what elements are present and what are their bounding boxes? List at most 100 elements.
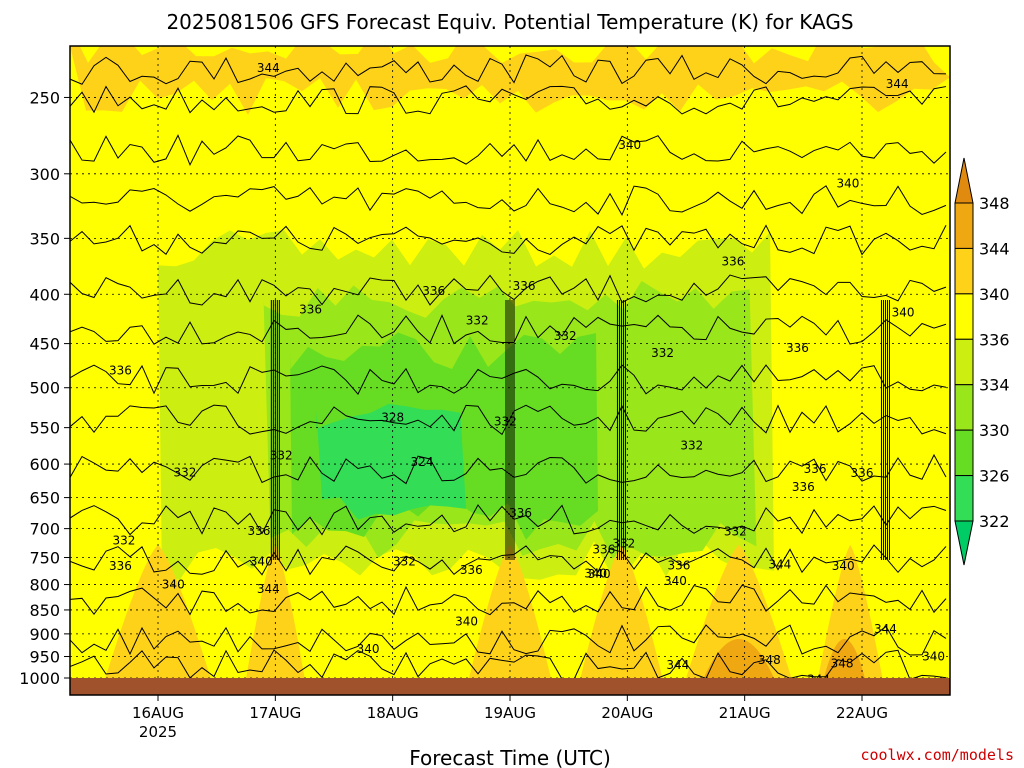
contour-label: 336 bbox=[792, 480, 815, 494]
y-tick-label: 850 bbox=[29, 601, 60, 620]
contour-label: 332 bbox=[113, 533, 136, 547]
hot-dome bbox=[823, 639, 865, 678]
x-axis-title: Forecast Time (UTC) bbox=[409, 746, 611, 768]
contour-label: 332 bbox=[651, 346, 674, 360]
credit-link[interactable]: coolwx.com/models bbox=[860, 746, 1014, 764]
y-axis: 250 300 350 400 450 500 550 600 650 700 750 800 850 9… bbox=[19, 88, 70, 688]
y-tick-label: 700 bbox=[29, 520, 60, 539]
contour-line bbox=[70, 224, 947, 256]
x-tick-label: 16AUG bbox=[132, 704, 184, 722]
y-tick-label: 300 bbox=[29, 165, 60, 184]
colorbar-segment bbox=[954, 202, 974, 249]
contour-label: 348 bbox=[831, 657, 854, 671]
contour-label: 344 bbox=[886, 77, 909, 91]
y-tick-label: 400 bbox=[29, 285, 60, 304]
colorbar-label: 348 bbox=[979, 194, 1010, 213]
contour-label: 336 bbox=[247, 524, 270, 538]
contour-label: 336 bbox=[592, 543, 615, 557]
colorbar-min-arrow bbox=[954, 520, 974, 566]
x-tick-label: 22AUG bbox=[836, 704, 888, 722]
contour-label: 340 bbox=[836, 176, 859, 190]
x-tick-label: 18AUG bbox=[367, 704, 419, 722]
colorbar-segment bbox=[954, 475, 974, 522]
y-tick-label: 500 bbox=[29, 379, 60, 398]
contour-label: 336 bbox=[721, 255, 744, 269]
colorbar-segment bbox=[954, 338, 974, 386]
x-tick-label: 17AUG bbox=[249, 704, 301, 722]
contour-label: 340 bbox=[584, 566, 607, 580]
contour-label: 336 bbox=[786, 341, 809, 355]
contour-label: 336 bbox=[804, 462, 827, 476]
colorbar: 348 344 340 336 334 330 326 322 bbox=[954, 157, 1010, 566]
contour-line bbox=[70, 404, 947, 436]
contour-line bbox=[70, 54, 947, 85]
contour-label: 340 bbox=[832, 559, 855, 573]
contour-label: 336 bbox=[851, 466, 874, 480]
y-tick-label: 600 bbox=[29, 455, 60, 474]
y-tick-label: 750 bbox=[29, 549, 60, 568]
x-tick-label: 20AUG bbox=[601, 704, 653, 722]
contour-label: 336 bbox=[299, 303, 322, 317]
y-tick-label: 900 bbox=[29, 625, 60, 644]
warm-dome bbox=[818, 545, 883, 678]
colorbar-label: 330 bbox=[979, 421, 1010, 440]
contour-label: 344 bbox=[874, 622, 897, 636]
contour-label: 344 bbox=[851, 15, 874, 29]
contour-label: 340 bbox=[455, 615, 478, 629]
contour-label: 344 bbox=[257, 61, 280, 75]
contour-label: 332 bbox=[466, 314, 489, 328]
colorbar-segment bbox=[954, 293, 974, 340]
contour-line bbox=[70, 364, 947, 396]
y-tick-label: 550 bbox=[29, 419, 60, 438]
contour-label: 344 bbox=[666, 658, 689, 672]
contour-label: 324 bbox=[411, 455, 434, 469]
y-tick-label: 350 bbox=[29, 229, 60, 248]
contour-label: 336 bbox=[422, 284, 445, 298]
contour-line bbox=[70, 624, 947, 656]
y-tick-label: 450 bbox=[29, 335, 60, 354]
colorbar-segment bbox=[954, 429, 974, 477]
contour-label: 336 bbox=[513, 279, 536, 293]
contour-label: 332 bbox=[724, 525, 747, 539]
contour-label: 340 bbox=[162, 578, 185, 592]
contour-label: 332 bbox=[612, 536, 635, 550]
contour-line bbox=[70, 544, 947, 576]
contour-label: 336 bbox=[668, 558, 691, 572]
contour-label: 344 bbox=[257, 582, 280, 596]
x-axis: 16AUG 17AUG 18AUG 19AUG 20AUG 21AUG 22AUG 2025 bbox=[132, 695, 888, 741]
contour-label: 332 bbox=[393, 554, 416, 568]
hot-dome bbox=[703, 639, 774, 678]
colorbar-max-arrow bbox=[954, 157, 974, 204]
contour-label: 332 bbox=[494, 415, 517, 429]
fill-band bbox=[316, 403, 466, 520]
colorbar-label: 334 bbox=[979, 376, 1010, 395]
contour-line bbox=[70, 314, 947, 345]
contour-lines bbox=[70, 54, 947, 681]
contour-line bbox=[70, 453, 947, 485]
contour-label: 340 bbox=[250, 554, 273, 568]
contour-line bbox=[70, 185, 947, 216]
contour-fills bbox=[70, 46, 950, 580]
y-tick-label: 1000 bbox=[19, 669, 60, 688]
contour-label: 336 bbox=[509, 506, 532, 520]
contour-label: 336 bbox=[109, 559, 132, 573]
contour-label: 332 bbox=[680, 439, 703, 453]
colorbar-label: 326 bbox=[979, 467, 1010, 486]
contour-label: 332 bbox=[270, 449, 293, 463]
x-tick-label: 19AUG bbox=[484, 704, 536, 722]
contour-label: 348 bbox=[758, 653, 781, 667]
contour-line bbox=[70, 134, 947, 167]
y-tick-label: 250 bbox=[29, 88, 60, 107]
colorbar-segment bbox=[954, 384, 974, 431]
fill-band bbox=[70, 46, 950, 115]
colorbar-label: 336 bbox=[979, 330, 1010, 349]
y-tick-label: 950 bbox=[29, 648, 60, 667]
contour-label: 344 bbox=[768, 558, 791, 572]
contour-label: 340 bbox=[588, 567, 611, 581]
contour-label: 328 bbox=[381, 411, 404, 425]
y-tick-label: 650 bbox=[29, 489, 60, 508]
x-tick-label: 21AUG bbox=[719, 704, 771, 722]
contour-label: 336 bbox=[460, 563, 483, 577]
